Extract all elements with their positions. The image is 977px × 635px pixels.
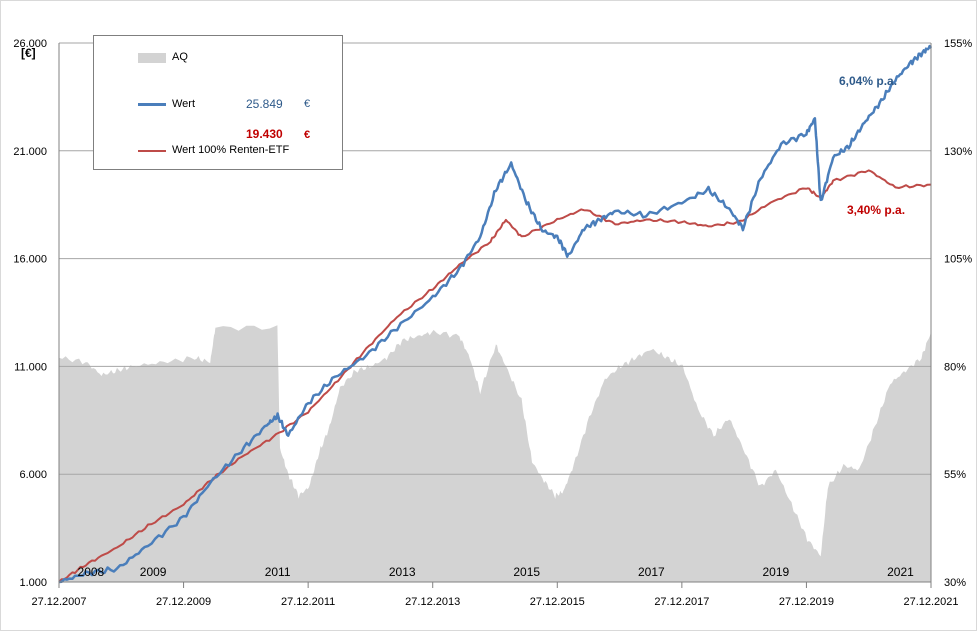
- left-tick-label: 6.000: [19, 469, 47, 481]
- left-tick-label: 21.000: [13, 146, 47, 158]
- x-year-label: 2013: [389, 565, 416, 579]
- left-axis-unit: [€]: [21, 46, 36, 60]
- renten-return-annotation: 3,40% p.a.: [847, 203, 905, 217]
- series-lines-layer: [58, 44, 933, 584]
- series-line-wert: [58, 44, 933, 584]
- x-date-tick-label: 27.12.2017: [654, 596, 709, 608]
- x-date-tick-label: 27.12.2015: [530, 596, 585, 608]
- left-tick-label: 16.000: [13, 254, 47, 266]
- aq-area: [59, 325, 931, 582]
- axes-layer: 1.000 30% 6.000 55% 11.000 80% 16.000 105% 21.00…: [13, 38, 972, 608]
- left-tick-label: 11.000: [14, 361, 47, 373]
- legend-swatch-wert: [138, 103, 166, 106]
- legend-label-aq: AQ: [172, 51, 188, 63]
- legend-currency-renten: €: [304, 129, 311, 141]
- left-tick-label: 26.000: [13, 38, 47, 50]
- x-year-label: 2017: [638, 565, 665, 579]
- x-date-tick-label: 27.12.2007: [31, 596, 86, 608]
- legend: AQ Wert 25.849 € 19.430 € Wert 100% Rent…: [93, 35, 343, 170]
- right-tick-label: 105%: [944, 254, 972, 266]
- x-date-tick-label: 27.12.2009: [156, 596, 211, 608]
- legend-swatch-aq: [138, 53, 166, 63]
- right-tick-label: 80%: [944, 361, 966, 373]
- legend-value-wert: 25.849: [246, 97, 283, 111]
- right-tick-label: 155%: [944, 38, 972, 50]
- legend-value-renten: 19.430: [246, 127, 283, 141]
- x-year-label: 2008: [78, 565, 105, 579]
- legend-currency-wert: €: [304, 98, 311, 110]
- aq-area-layer: [59, 325, 931, 582]
- right-tick-label: 130%: [944, 146, 972, 158]
- labels-layer: [€] 6,04% p.a. 3,40% p.a.: [21, 46, 905, 217]
- legend-label-renten: Wert 100% Renten-ETF: [172, 144, 290, 156]
- legend-swatch-renten: [138, 150, 166, 152]
- x-date-tick-label: 27.12.2021: [903, 596, 958, 608]
- x-date-tick-label: 27.12.2019: [779, 596, 834, 608]
- x-year-label: 2015: [513, 565, 540, 579]
- right-tick-label: 30%: [944, 577, 966, 589]
- wert-return-annotation: 6,04% p.a.: [839, 74, 897, 88]
- x-year-label: 2019: [762, 565, 789, 579]
- x-date-tick-label: 27.12.2011: [281, 596, 335, 608]
- x-year-label: 2021: [887, 565, 914, 579]
- right-tick-label: 55%: [944, 469, 966, 481]
- left-tick-label: 1.000: [19, 577, 47, 589]
- x-year-label: 2011: [265, 565, 291, 579]
- legend-label-wert: Wert: [172, 98, 196, 110]
- x-date-tick-label: 27.12.2013: [405, 596, 460, 608]
- x-year-label: 2009: [140, 565, 167, 579]
